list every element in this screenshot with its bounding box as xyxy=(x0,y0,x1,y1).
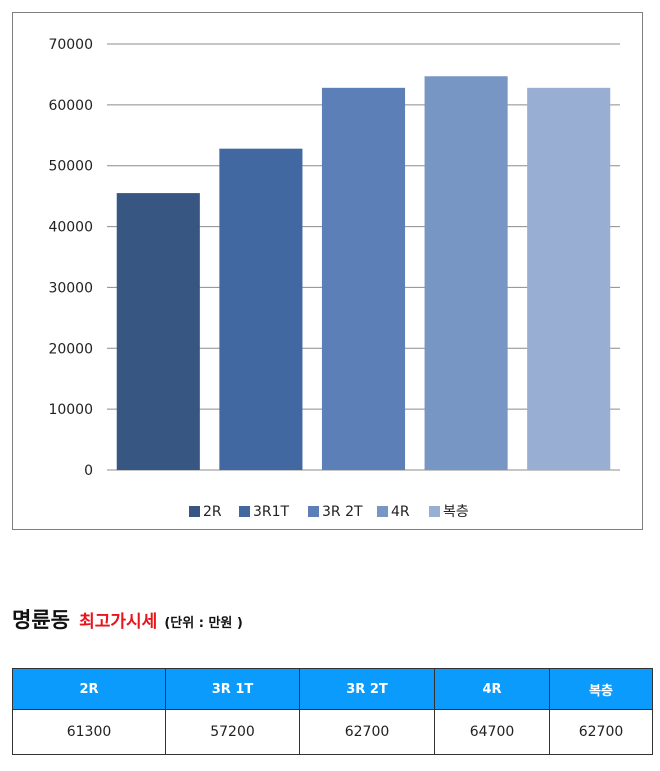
legend-label: 3R1T xyxy=(253,504,290,520)
y-tick-label: 50000 xyxy=(48,159,93,175)
y-tick-label: 0 xyxy=(84,463,93,479)
price-table: 2R 3R 1T 3R 2T 4R 복층 61300 57200 62700 6… xyxy=(12,668,653,755)
bar-2R xyxy=(116,193,200,470)
bar-3R-2T xyxy=(321,87,406,471)
header-cell: 복층 xyxy=(549,668,653,710)
y-tick-label: 70000 xyxy=(48,37,93,53)
y-tick-label: 40000 xyxy=(48,220,93,236)
table-row: 61300 57200 62700 64700 62700 xyxy=(12,709,653,755)
legend-label: 3R 2T xyxy=(322,504,363,520)
section-heading: 명륜동 최고가시세 (단위 : 만원 ) xyxy=(12,604,243,634)
bar-3R1T xyxy=(219,148,303,470)
legend-swatch xyxy=(377,506,388,517)
y-tick-label: 60000 xyxy=(48,98,93,114)
header-cell: 3R 1T xyxy=(165,668,300,710)
legend-swatch xyxy=(308,506,319,517)
legend-swatch xyxy=(239,506,250,517)
legend-label: 4R xyxy=(391,504,410,520)
y-tick-label: 30000 xyxy=(48,280,93,296)
value-cell: 61300 xyxy=(12,709,166,755)
heading-location: 명륜동 xyxy=(12,608,70,632)
value-cell: 57200 xyxy=(165,709,300,755)
heading-title: 최고가시세 xyxy=(79,612,158,632)
legend-layer: 2R 3R1T 3R 2T 4R 복층 xyxy=(189,504,469,520)
legend-label: 2R xyxy=(203,504,222,520)
header-cell: 2R xyxy=(12,668,166,710)
bar-복층 xyxy=(527,87,611,471)
legend-label: 복층 xyxy=(443,504,469,520)
bars-layer xyxy=(116,76,611,471)
table-header-row: 2R 3R 1T 3R 2T 4R 복층 xyxy=(12,668,653,710)
legend-swatch xyxy=(429,506,440,517)
header-cell: 4R xyxy=(434,668,550,710)
y-tick-label: 10000 xyxy=(48,402,93,418)
value-cell: 62700 xyxy=(299,709,435,755)
legend-swatch xyxy=(189,506,200,517)
heading-unit: (단위 : 만원 ) xyxy=(164,616,243,631)
y-tick-label: 20000 xyxy=(48,341,93,357)
bar-4R xyxy=(424,76,508,471)
header-cell: 3R 2T xyxy=(299,668,435,710)
value-cell: 64700 xyxy=(434,709,550,755)
chart-frame: 0 10000 20000 30000 40000 50000 60000 70000 2R 3… xyxy=(12,12,643,530)
value-cell: 62700 xyxy=(549,709,653,755)
bar-chart: 0 10000 20000 30000 40000 50000 60000 70000 2R 3… xyxy=(48,37,620,520)
